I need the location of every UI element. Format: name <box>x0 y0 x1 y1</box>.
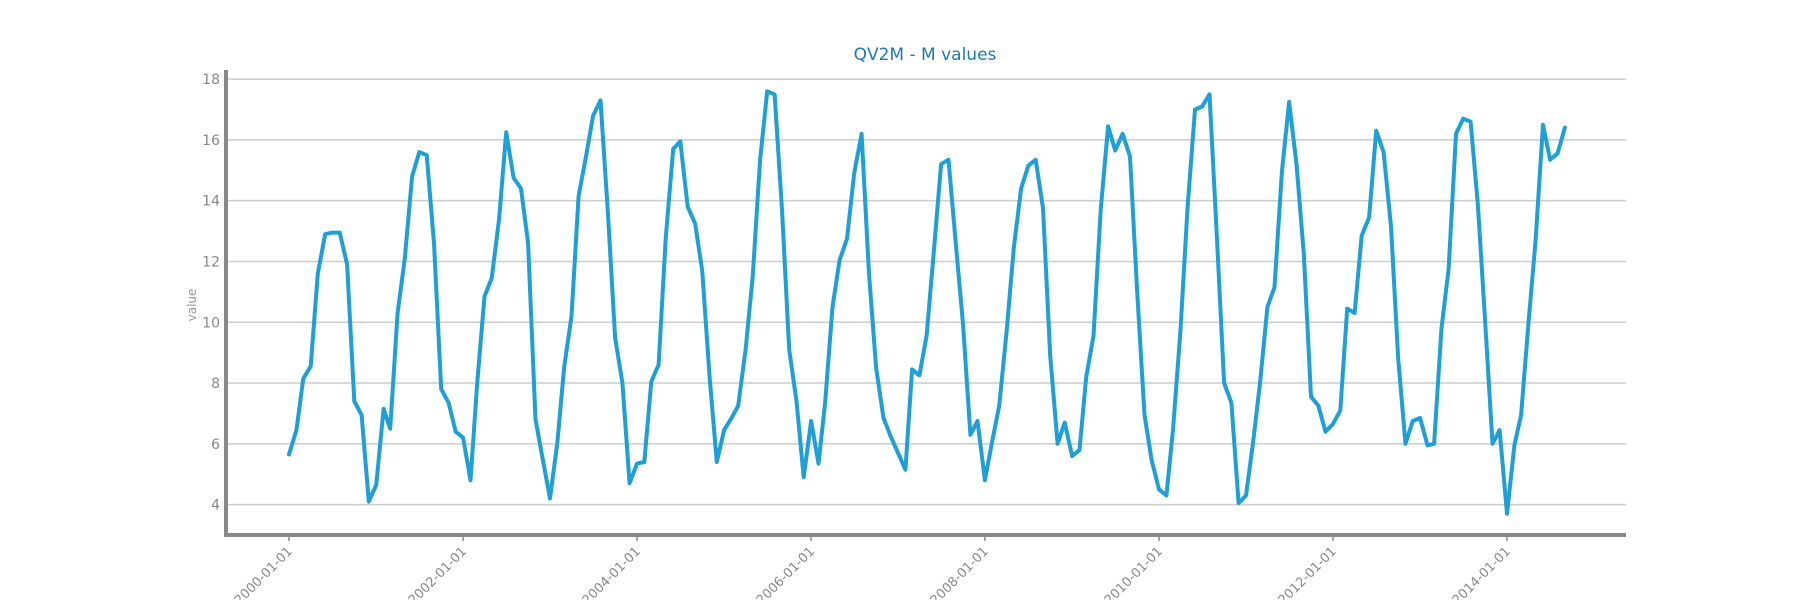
x-tick-label: 2012-01-01 <box>1276 544 1340 600</box>
y-tick-labels: 4 6 8 10 12 14 16 18 <box>202 72 220 513</box>
y-tick-label: 8 <box>211 376 220 392</box>
y-tick-label: 16 <box>202 133 220 149</box>
x-tick-label: 2000-01-01 <box>232 544 296 600</box>
chart-title: QV2M - M values <box>854 45 997 65</box>
y-tick-label: 14 <box>202 194 220 210</box>
y-axis-label: value <box>185 289 199 322</box>
x-tick-label: 2014-01-01 <box>1450 544 1514 600</box>
x-tick-label: 2004-01-01 <box>580 544 644 600</box>
x-tick-label: 2008-01-01 <box>928 544 992 600</box>
y-tick-label: 18 <box>202 72 220 88</box>
x-tick-label: 2002-01-01 <box>406 544 470 600</box>
x-tick-label: 2010-01-01 <box>1102 544 1166 600</box>
x-tick-label: 2006-01-01 <box>754 544 818 600</box>
y-tick-label: 4 <box>211 498 220 514</box>
y-tick-label: 6 <box>211 437 220 453</box>
x-tick-labels: 2000-01-01 2002-01-01 2004-01-01 2006-01-01… <box>232 533 1514 600</box>
series-layer <box>287 89 1567 516</box>
y-tick-label: 10 <box>202 315 220 331</box>
series-line <box>287 89 1567 516</box>
gridlines <box>226 78 1626 506</box>
y-tick-label: 12 <box>202 254 220 270</box>
